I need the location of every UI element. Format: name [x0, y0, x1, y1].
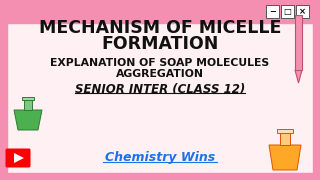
Bar [281, 5, 294, 18]
Text: MECHANISM OF MICELLE: MECHANISM OF MICELLE [39, 19, 281, 37]
Polygon shape [14, 153, 24, 163]
Text: SENIOR INTER (CLASS 12): SENIOR INTER (CLASS 12) [75, 82, 245, 96]
Bar [0, 173, 320, 180]
Bar [24, 100, 32, 110]
Bar [0, 0, 320, 23]
Polygon shape [269, 145, 301, 170]
Text: ×: × [299, 7, 306, 16]
Text: −: − [269, 7, 276, 16]
Text: □: □ [284, 7, 292, 16]
Text: Chemistry Wins: Chemistry Wins [105, 152, 215, 165]
Bar [280, 133, 290, 145]
Bar [313, 0, 320, 180]
Bar [22, 97, 34, 100]
Polygon shape [295, 70, 302, 83]
FancyBboxPatch shape [5, 148, 30, 168]
Text: AGGREGATION: AGGREGATION [116, 69, 204, 79]
Bar [0, 0, 7, 180]
Bar [296, 5, 309, 18]
Bar [266, 5, 279, 18]
Bar [295, 15, 302, 70]
Text: EXPLANATION OF SOAP MOLECULES: EXPLANATION OF SOAP MOLECULES [51, 58, 269, 68]
Bar [277, 129, 293, 133]
Text: FORMATION: FORMATION [101, 35, 219, 53]
Polygon shape [14, 110, 42, 130]
